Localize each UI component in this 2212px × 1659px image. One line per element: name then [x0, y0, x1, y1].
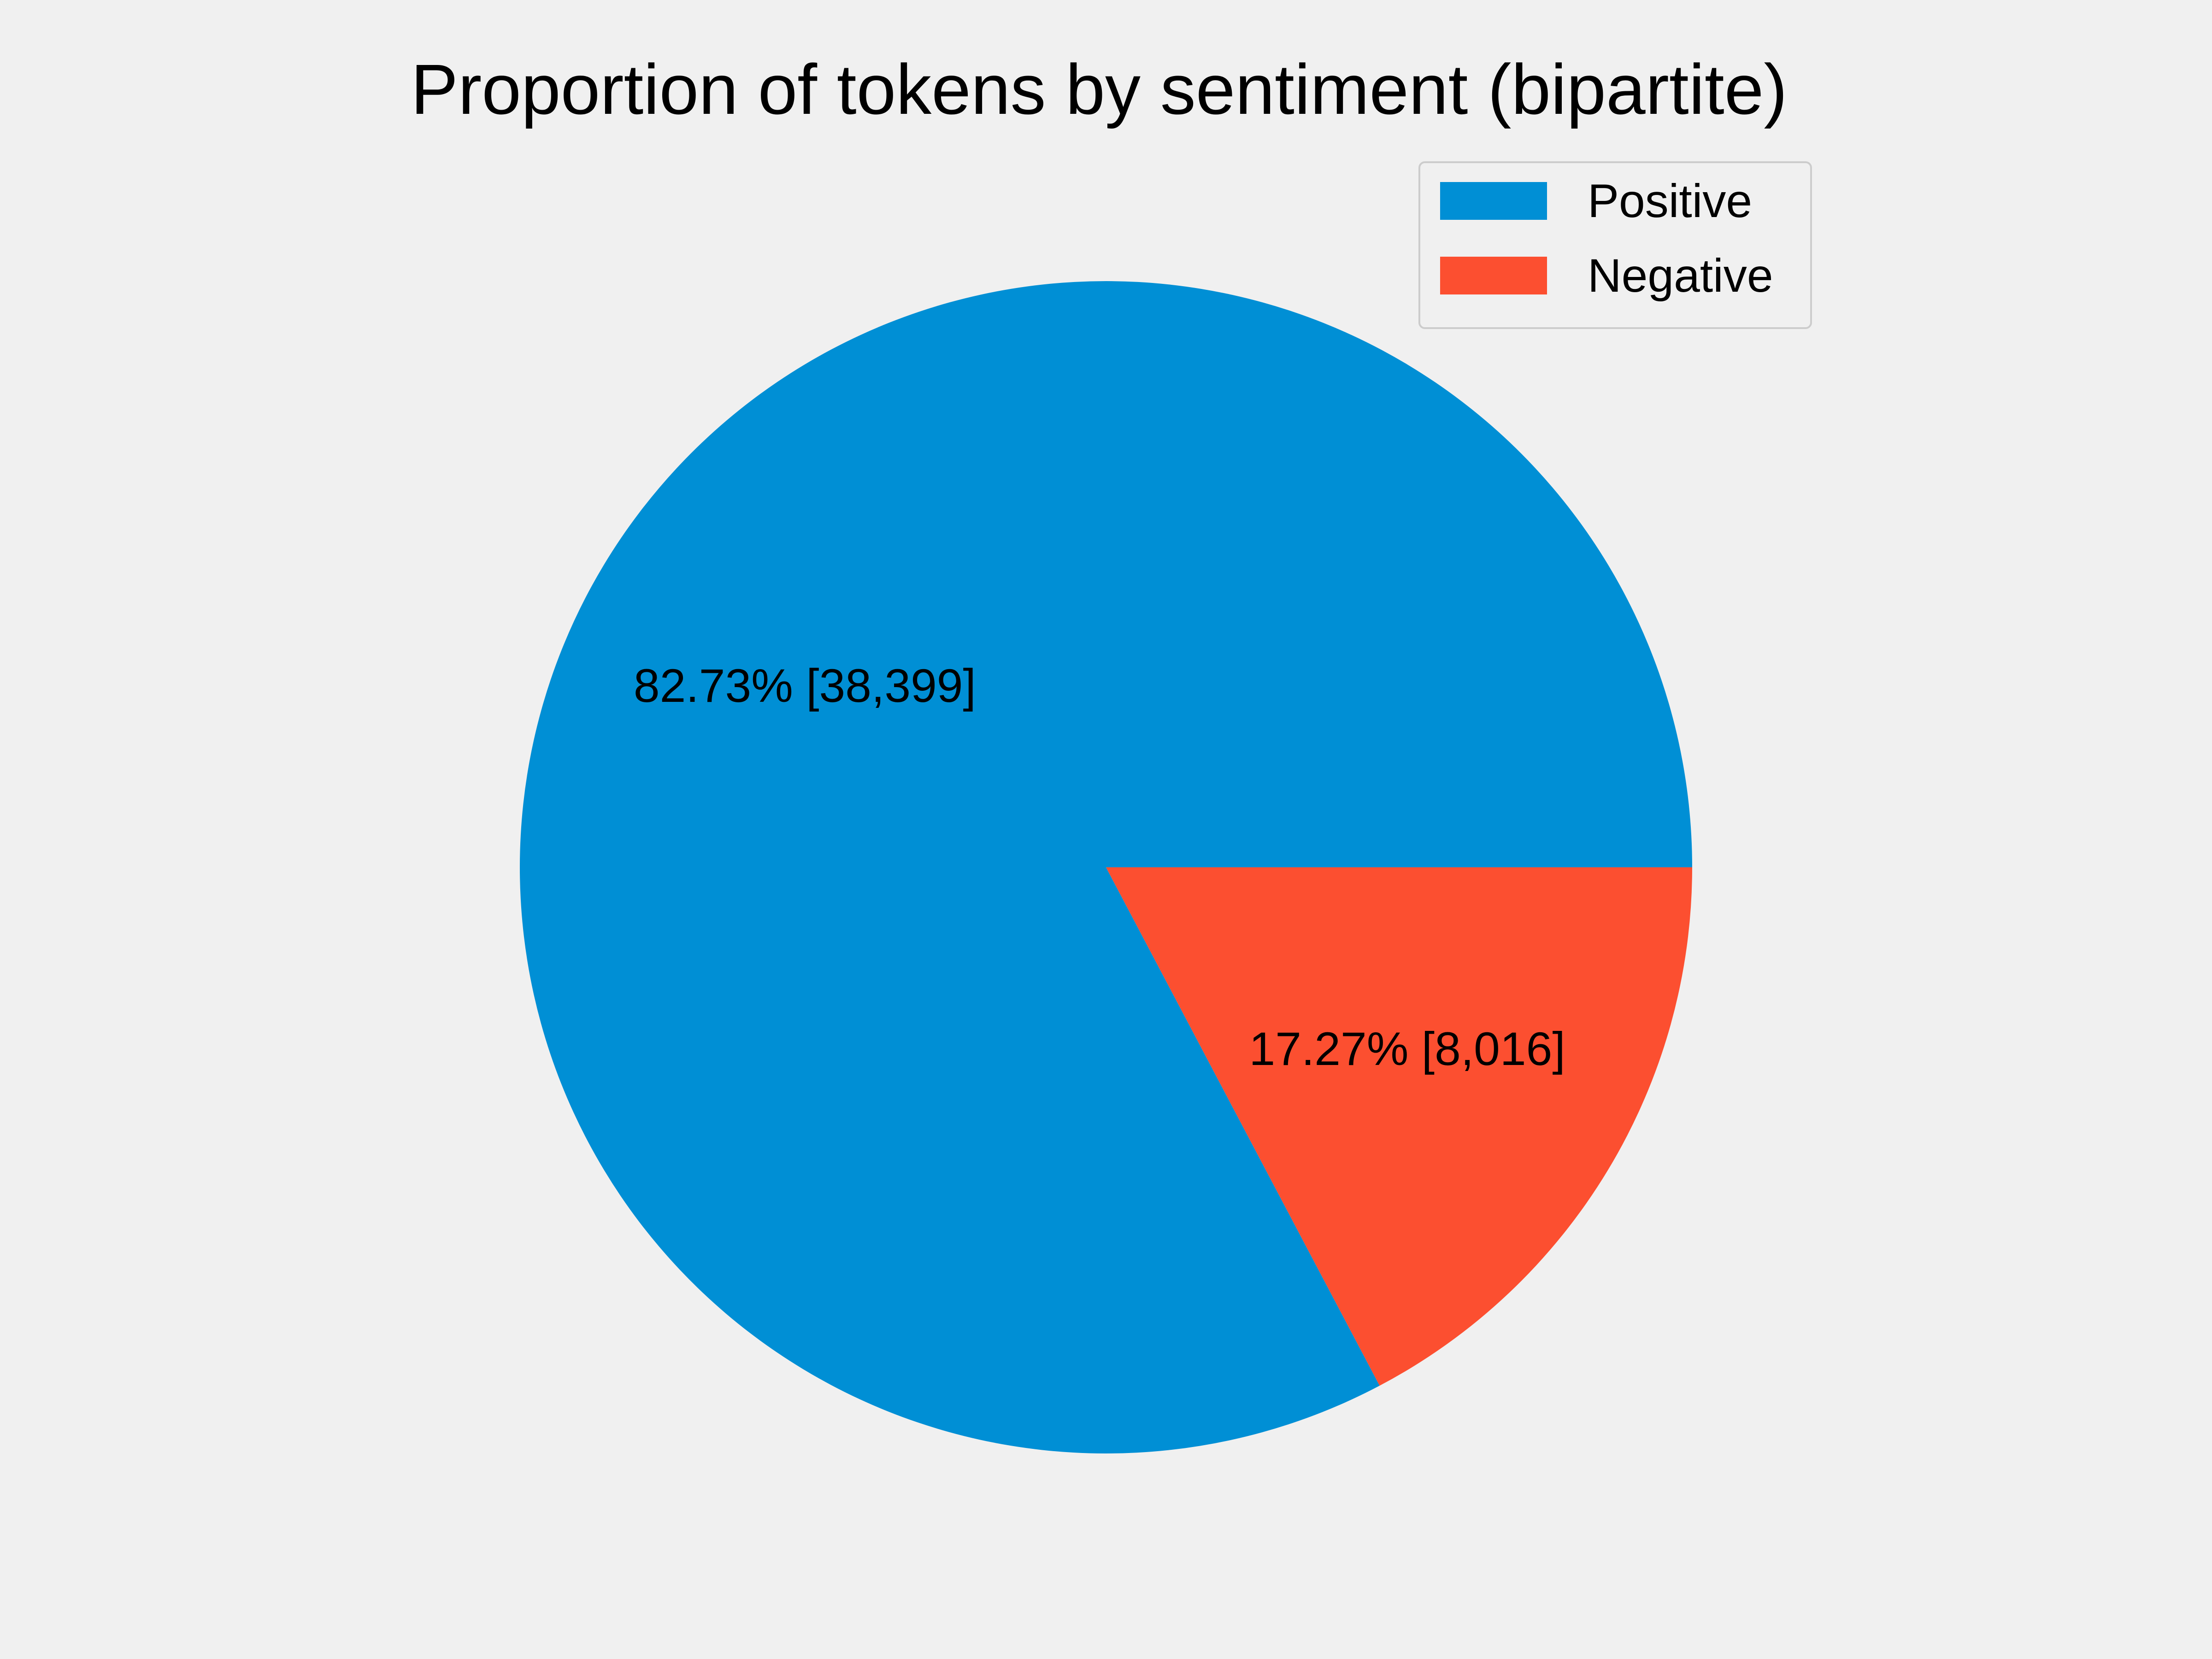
pie-slice-labels: 82.73% [38,399] 17.27% [8,016]	[634, 659, 1565, 1075]
pie-slices	[519, 281, 1692, 1454]
pie-slice-positive	[519, 281, 1692, 1454]
slice-label-negative: 17.27% [8,016]	[1249, 1023, 1565, 1075]
pie-slice-negative	[1106, 867, 1692, 1386]
legend-label-negative: Negative	[1588, 249, 1773, 302]
legend-items: Positive Negative	[1440, 175, 1773, 302]
legend-label-positive: Positive	[1588, 175, 1752, 227]
legend-swatch-positive	[1440, 182, 1547, 220]
legend: Positive Negative	[1418, 161, 1812, 329]
chart-title: Proportion of tokens by sentiment (bipar…	[411, 50, 1787, 129]
slice-label-positive: 82.73% [38,399]	[634, 659, 976, 712]
legend-swatch-negative	[1440, 257, 1547, 294]
